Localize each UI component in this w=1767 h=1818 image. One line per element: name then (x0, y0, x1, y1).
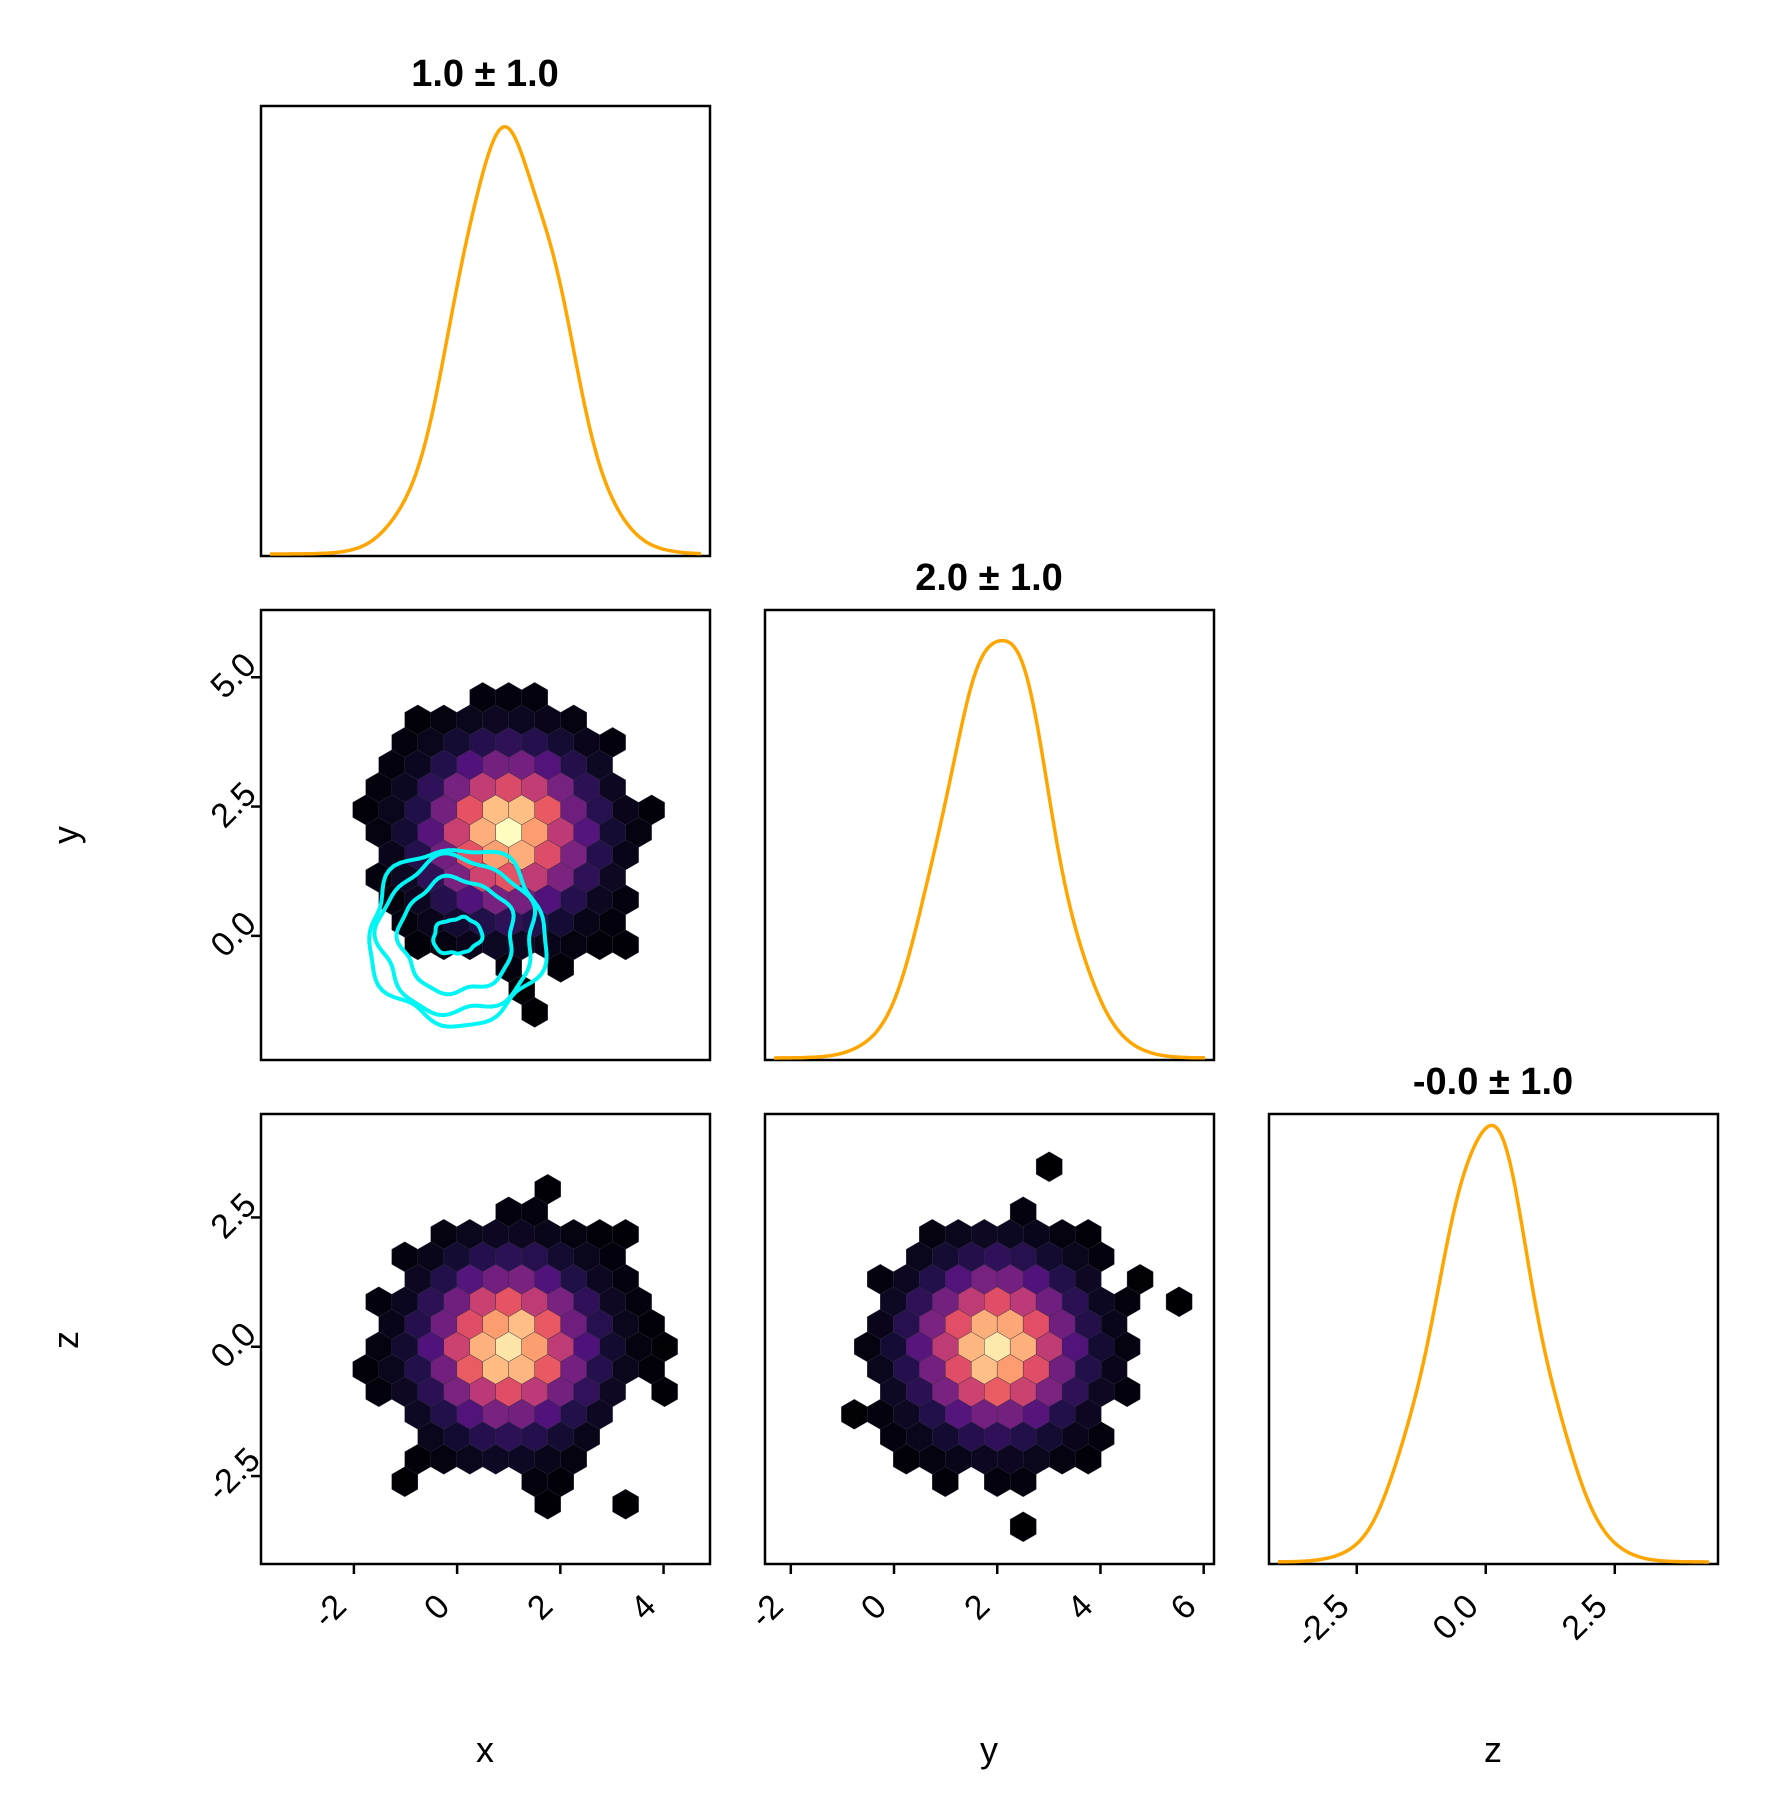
frame-x-y-joint (259, 608, 712, 1062)
panel-x-marginal: 1.0 ± 1.0 (259, 53, 712, 558)
hexbin-cell (1165, 1286, 1193, 1318)
density-curve-y (774, 638, 1206, 1060)
z-axis-ticks-row3: -2.5 0.0 2.5 (199, 1186, 267, 1509)
hexbin-cell (612, 929, 639, 961)
x-tick-label: 2.5 (1554, 1587, 1614, 1647)
hexbin-cell (1113, 1376, 1141, 1408)
y-tick-label: 0.0 (203, 904, 263, 964)
x-tick-label: 2 (520, 1587, 560, 1627)
frame-x-z-joint (259, 1112, 712, 1566)
contour-line (372, 851, 538, 1018)
hexbin-x-z (352, 1174, 678, 1520)
panel-z-marginal: -0.0 ± 1.0 -2.5 0.0 2.5 z (1267, 1061, 1720, 1770)
x-tick-label: 6 (1163, 1587, 1203, 1627)
hexbin-y-z (841, 1151, 1193, 1543)
y-tick-label: 2.5 (203, 1186, 263, 1246)
hexbin-cell (1010, 1511, 1037, 1543)
title-y-marginal: 2.0 ± 1.0 (915, 557, 1063, 599)
x-tick-label: 0 (854, 1587, 894, 1627)
frame-y-marginal (763, 608, 1216, 1062)
y-tick-label: 5.0 (203, 646, 263, 706)
z-axis-ticks-col3: -2.5 0.0 2.5 (1288, 1564, 1617, 1655)
contours-x-y (367, 848, 549, 1029)
density-curve-z (1277, 1123, 1709, 1564)
y-tick-label: 0.0 (203, 1315, 263, 1375)
row-label-y: y (45, 826, 86, 844)
hexbin-cell (547, 952, 574, 983)
x-tick-label: 4 (1060, 1587, 1100, 1627)
contour-line (431, 914, 485, 956)
x-tick-label: 0.0 (1425, 1587, 1485, 1647)
col-label-y: y (980, 1729, 998, 1770)
col-label-x: x (476, 1729, 494, 1770)
hexbin-cell (612, 1489, 639, 1520)
density-curve-x (270, 124, 702, 556)
x-axis-ticks-col1: -2 0 2 4 (306, 1564, 665, 1635)
hexbin-cell (651, 1376, 678, 1408)
x-tick-label: -2 (306, 1587, 354, 1635)
x-tick-label: 0 (417, 1587, 457, 1627)
panel-x-z-joint: z -2.5 0.0 2.5 -2 0 2 4 x (45, 1112, 712, 1770)
panel-y-marginal: 2.0 ± 1.0 (763, 557, 1216, 1062)
x-tick-label: 2 (957, 1587, 997, 1627)
contour-line (394, 873, 516, 997)
panel-x-y-joint: y 0.0 2.5 5.0 (45, 608, 712, 1062)
hexbin-cell (841, 1399, 868, 1430)
panel-y-z-joint: -2 0 2 4 6 y (743, 1112, 1216, 1770)
frame-x-marginal (259, 104, 712, 558)
y-axis-ticks-row2: 0.0 2.5 5.0 (203, 646, 263, 965)
hexbin-cell (932, 1466, 959, 1498)
hexbin-cell (534, 1489, 561, 1520)
hexbin-cell (1010, 1466, 1037, 1498)
y-axis-ticks-col2: -2 0 2 4 6 (743, 1564, 1205, 1635)
col-label-z: z (1484, 1729, 1502, 1770)
hexbin-cell (521, 997, 548, 1028)
y-tick-label: -2.5 (199, 1440, 267, 1508)
x-tick-label: 4 (623, 1587, 663, 1627)
x-tick-label: -2.5 (1288, 1587, 1356, 1655)
frame-z-marginal (1267, 1112, 1720, 1566)
row-label-z: z (45, 1331, 86, 1349)
hexbin-cell (1035, 1151, 1063, 1183)
hexbin-cell (1074, 1444, 1102, 1475)
title-x-marginal: 1.0 ± 1.0 (411, 53, 559, 95)
frame-y-z-joint (763, 1112, 1216, 1566)
title-z-marginal: -0.0 ± 1.0 (1413, 1061, 1573, 1103)
contour-line (367, 848, 549, 1029)
y-tick-label: 2.5 (203, 775, 263, 835)
hexbin-cell (391, 1466, 418, 1498)
x-tick-label: -2 (743, 1587, 791, 1635)
